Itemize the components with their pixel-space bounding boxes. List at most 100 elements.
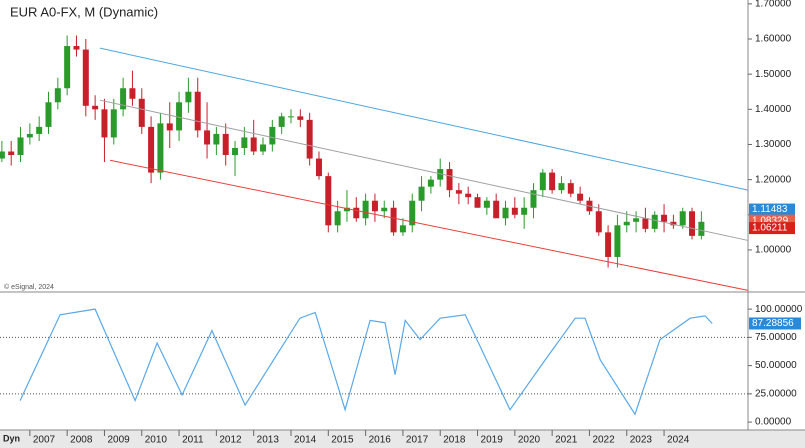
candle-body [0,151,5,159]
trend-line [99,47,749,191]
candle-body [558,183,565,191]
candle-body [148,126,155,173]
x-tick-label: 2020 [518,435,541,446]
candle-body [73,46,80,50]
candle-body [689,211,696,236]
y-tick-label: 100.00000 [755,304,803,315]
candle-body [483,200,490,208]
candle-body [521,207,528,215]
value-label-box [749,317,801,330]
candle-body [493,200,500,219]
x-tick-label: 2013 [257,435,280,446]
x-tick-label: 2012 [219,435,242,446]
candle-body [232,147,239,156]
candle-body [64,46,71,89]
candle-body [362,200,369,219]
x-tick-label: 2015 [331,435,354,446]
candle-body [623,221,630,226]
candle-body [549,172,556,191]
candle-body [17,137,24,156]
candle-body [614,225,621,257]
candle-body [567,183,574,194]
candle-body [633,218,640,222]
candle-body [511,207,518,215]
candle-body [278,116,285,127]
y-tick-label: 1.20000 [755,174,792,185]
y-tick-label: 1.60000 [755,34,792,45]
candle-body [679,211,686,226]
time-axis-bg [0,430,805,448]
candle-body [129,88,136,99]
candle-body [101,109,108,138]
candle-body [157,123,164,173]
candle-body [250,137,257,152]
candle-body [502,207,509,219]
candle-body [204,130,211,145]
candle-body [269,126,276,145]
candle-body [287,116,294,118]
credit: © eSignal, 2024 [4,283,54,291]
candle-body [334,211,341,226]
candle-body [399,225,406,233]
candle-body [82,49,89,106]
x-tick-label: 2021 [555,435,578,446]
x-tick-label: 2010 [145,435,168,446]
candle-body [390,207,397,233]
candle-body [241,137,248,148]
oscillator-line [19,308,713,416]
candle-body [418,186,425,201]
candle-body [26,133,33,138]
price-label: 1.08329 [752,215,789,226]
candle-body [446,169,453,191]
price-label-box [749,222,795,235]
candle-body [605,232,612,257]
candle-body [176,102,183,131]
candle-body [353,207,360,219]
candle-body [437,169,444,180]
candle-body [651,214,658,229]
candle-body [595,211,602,233]
candle-body [315,158,322,177]
y-tick-label: 1.50000 [755,69,792,80]
candle-body [427,179,434,187]
candle-body [8,151,15,156]
candle-body [474,197,481,208]
candle-body [343,207,350,212]
candle-body [371,200,378,212]
toolbar-label[interactable]: Dyn [3,433,20,443]
candle-body [213,133,220,145]
x-tick-label: 2014 [294,435,317,446]
x-tick-label: 2024 [667,435,690,446]
candle-body [698,221,705,236]
x-tick-label: 2011 [182,435,204,446]
y-tick-label: 50.00000 [755,360,797,371]
x-tick-label: 2007 [33,435,56,446]
candle-body [222,133,229,156]
candle-body [539,172,546,191]
candle-body [260,144,267,152]
y-tick-label: 75.00000 [755,332,797,343]
y-tick-label: 1.70000 [755,0,792,10]
x-tick-label: 2017 [406,435,429,446]
x-tick-label: 2023 [630,435,653,446]
price-label-box [749,203,795,216]
candle-body [661,214,668,222]
candle-body [670,221,677,226]
value-label: 87.28856 [752,318,794,329]
price-label: 1.06211 [752,223,788,234]
candle-body [306,119,313,159]
y-tick-label: 0.00000 [755,417,792,428]
candle-body [138,98,145,127]
x-tick-label: 2022 [592,435,615,446]
candle-body [194,91,201,131]
x-tick-label: 2019 [481,435,504,446]
candle-body [297,116,304,120]
candle-body [325,176,332,226]
y-tick-label: 1.00000 [755,245,792,256]
candle-body [530,190,537,208]
x-tick-label: 2008 [70,435,93,446]
candle-body [54,88,61,103]
candle-body [642,218,649,229]
x-tick-label: 2016 [369,435,392,446]
